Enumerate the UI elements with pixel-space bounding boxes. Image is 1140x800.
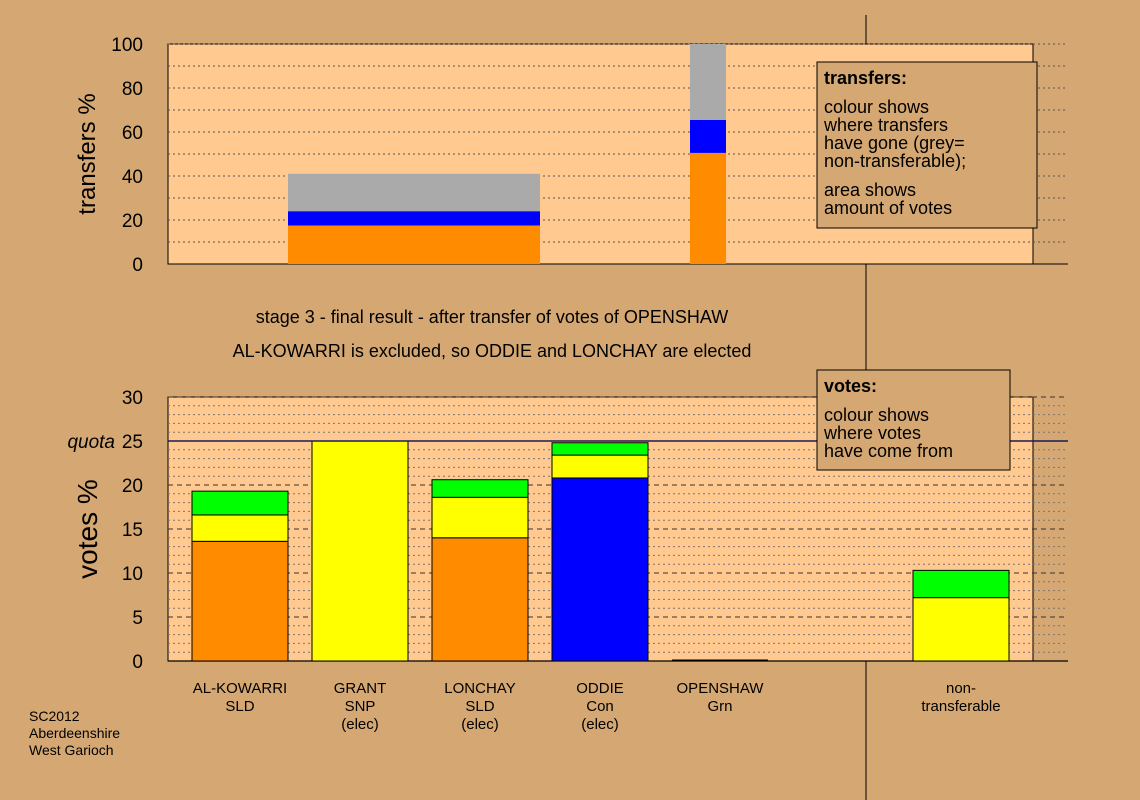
transfers-ytick-label: 100	[111, 35, 143, 56]
category-label: LONCHAY	[444, 680, 515, 697]
transfers-ytick-label: 60	[122, 123, 143, 144]
category-label: (elec)	[581, 716, 619, 733]
category-label: SLD	[225, 698, 254, 715]
votes-legend-text: have come from	[824, 441, 953, 461]
vote-bar-segment	[311, 440, 409, 662]
votes-ytick-label: 15	[122, 520, 143, 541]
transfers-ytick-label: 40	[122, 167, 143, 188]
transfer-bar-segment	[288, 225, 540, 264]
transfers-y-axis-label: transfers %	[74, 93, 101, 214]
footer-text: West Garioch	[29, 742, 114, 758]
votes-ytick-label: 30	[122, 388, 143, 409]
votes-ytick-label: 20	[122, 476, 143, 497]
vote-bar-segment	[912, 597, 1010, 662]
vote-bar-segment	[191, 540, 289, 662]
vote-bar-segment	[551, 454, 649, 479]
category-label: Con	[586, 698, 614, 715]
transfers-legend-text: non-transferable);	[824, 151, 966, 171]
votes-ytick-label: 10	[122, 564, 143, 585]
votes-legend-title: votes:	[824, 376, 877, 396]
votes-y-axis-label: votes %	[72, 479, 103, 579]
vote-bar-segment	[191, 514, 289, 542]
transfer-bar-segment	[690, 44, 726, 120]
category-label: transferable	[921, 698, 1000, 715]
vote-bar-segment	[431, 479, 529, 498]
transfer-bar-segment	[690, 119, 726, 153]
category-label: SLD	[465, 698, 494, 715]
votes-ytick-label: 5	[132, 608, 143, 629]
footer-text: SC2012	[29, 708, 80, 724]
vote-bar-segment	[912, 569, 1010, 599]
vote-bar-segment	[431, 496, 529, 539]
transfers-legend-text: where transfers	[823, 115, 948, 135]
transfers-legend-text: amount of votes	[824, 198, 952, 218]
votes-ytick-label: 25	[122, 432, 143, 453]
transfers-legend-text: colour shows	[824, 97, 929, 117]
transfer-bar-segment	[690, 152, 726, 264]
votes-legend-box	[816, 369, 1011, 471]
vote-bar-segment	[551, 477, 649, 662]
votes-legend-text: colour shows	[824, 405, 929, 425]
category-label: AL-KOWARRI	[193, 680, 287, 697]
votes-legend-text: where votes	[823, 423, 921, 443]
subtitle-line1: stage 3 - final result - after transfer …	[256, 307, 729, 327]
category-label: GRANT	[334, 680, 387, 697]
votes-ytick-label: 0	[132, 652, 143, 673]
transfers-legend-text: have gone (grey=	[824, 133, 965, 153]
category-label: OPENSHAW	[677, 680, 765, 697]
category-label: (elec)	[461, 716, 499, 733]
transfers-legend-text: area shows	[824, 180, 916, 200]
quota-label: quota	[67, 432, 115, 453]
category-label: ODDIE	[576, 680, 624, 697]
transfers-legend-title: transfers:	[824, 68, 907, 88]
transfer-bar-segment	[288, 211, 540, 226]
category-label: Grn	[707, 698, 732, 715]
vote-bar-segment	[191, 490, 289, 516]
category-label: non-	[946, 680, 976, 697]
vote-bar-segment	[551, 442, 649, 456]
transfer-bar-segment	[288, 173, 540, 212]
subtitle-line2: AL-KOWARRI is excluded, so ODDIE and LON…	[233, 341, 752, 361]
category-label: SNP	[345, 698, 376, 715]
footer-text: Aberdeenshire	[29, 725, 120, 741]
transfers-ytick-label: 80	[122, 79, 143, 100]
transfers-ytick-label: 0	[132, 255, 143, 276]
transfers-ytick-label: 20	[122, 211, 143, 232]
vote-bar-segment	[431, 537, 529, 662]
category-label: (elec)	[341, 716, 379, 733]
transfers-legend-box	[816, 61, 1038, 229]
